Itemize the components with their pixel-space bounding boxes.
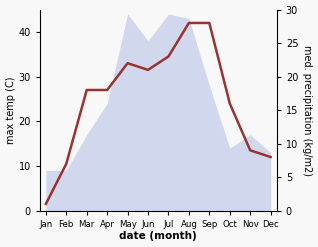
Y-axis label: max temp (C): max temp (C) [5, 76, 16, 144]
X-axis label: date (month): date (month) [119, 231, 197, 242]
Y-axis label: med. precipitation (kg/m2): med. precipitation (kg/m2) [302, 45, 313, 176]
